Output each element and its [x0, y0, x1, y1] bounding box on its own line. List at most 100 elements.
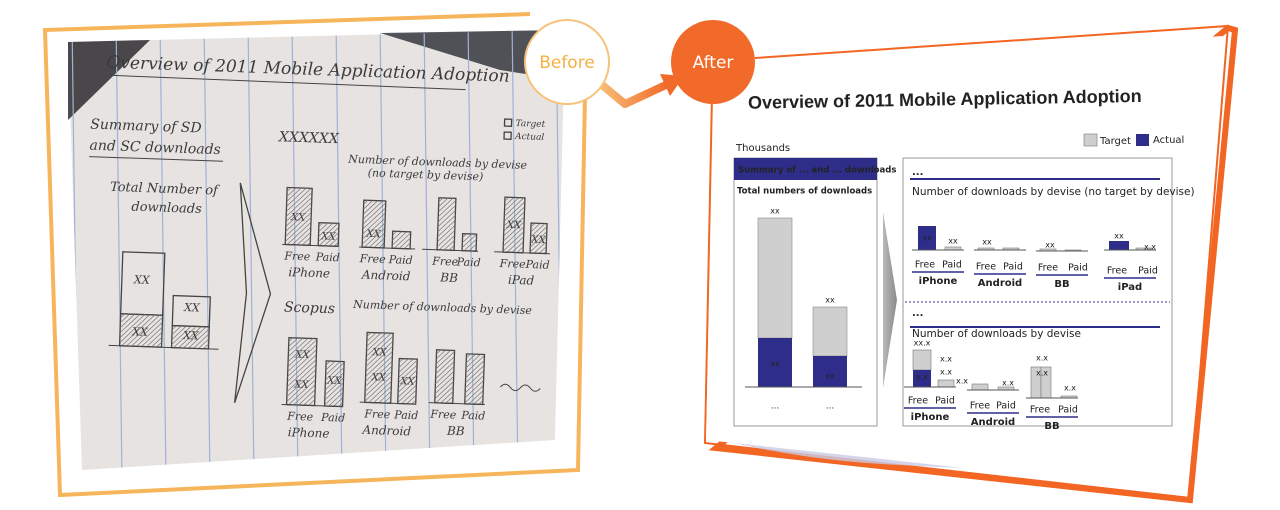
bar-label: x.x: [940, 368, 952, 377]
sketch-bar-label: XX: [294, 349, 310, 361]
sketch-hatch: [362, 217, 386, 240]
sketch-hatch: [448, 245, 455, 251]
sketch-hatch: [324, 387, 344, 406]
sketch-hatch: [398, 237, 411, 249]
sketch-hatch: [373, 386, 392, 403]
legend-swatch: [1136, 134, 1149, 146]
sketch-hatch: [325, 360, 331, 366]
sketch-device: BB: [446, 424, 465, 439]
sketch-hatch: [461, 233, 477, 248]
sketch-hatch: [288, 337, 299, 347]
sketch-hatch: [398, 358, 409, 368]
bar-label: x.x: [1144, 243, 1156, 252]
sketch-hatch: [530, 226, 548, 243]
sketch-hatch: [368, 381, 392, 403]
bar-label: xx: [922, 234, 932, 243]
target-bar: [812, 306, 848, 357]
sketch-hatch: [435, 350, 451, 365]
sketch-free: Free: [286, 410, 314, 424]
sketch-legend: Actual: [514, 132, 545, 143]
sketch-hatch: [325, 362, 345, 381]
sketch-hatch: [296, 232, 311, 246]
sketch-hatch: [362, 222, 386, 245]
sketch-hatch: [338, 402, 343, 407]
sketch-hatch: [136, 321, 163, 347]
bar-label: x.x: [1036, 369, 1048, 378]
paper-line: [291, 30, 299, 470]
photo-shadow: [68, 40, 150, 120]
sketch-device: iPhone: [288, 265, 330, 280]
sketch-hatch: [203, 343, 209, 349]
sketch-hatch: [286, 364, 317, 392]
sketch-hatch: [119, 314, 150, 344]
sketch-hatch: [288, 338, 309, 357]
sketch-baseline: [282, 243, 339, 247]
sketch-free: Free: [283, 249, 311, 263]
after-badge: [671, 20, 755, 104]
sketch-hatch: [298, 389, 316, 406]
sketch-hatch: [291, 227, 312, 245]
sketch-hatch: [533, 241, 547, 254]
sketch-hatch: [466, 353, 471, 359]
sketch-hatch: [436, 230, 456, 248]
sketch-hatch: [473, 395, 484, 405]
sketch-hatch: [478, 400, 484, 405]
sketch-subtitle: downloads: [131, 200, 202, 217]
bar-label: xx: [948, 237, 958, 246]
sketch-hatch: [465, 370, 485, 389]
before-label: Before: [539, 53, 595, 73]
sketch: Overview of 2011 Mobile Application Adop…: [89, 53, 551, 441]
sketch-hatch: [325, 361, 336, 371]
sketch-hatch: [285, 207, 312, 232]
connector-arrow: [593, 76, 670, 108]
sketch-photo: [68, 30, 565, 470]
sketch-hatch: [365, 361, 393, 387]
sketch-underline: [105, 74, 466, 91]
summary-header-bar: [734, 158, 877, 180]
bar-label: xx: [825, 372, 835, 381]
legend-swatch: [1083, 133, 1098, 147]
sketch-hatch: [503, 221, 525, 242]
sketch-hatch: [286, 187, 297, 197]
device-name: BB: [1044, 421, 1059, 432]
sketch-hatch: [193, 333, 210, 349]
section-header: ...: [912, 308, 923, 319]
sketch-hatch: [286, 374, 316, 402]
sketch-hatch: [538, 246, 547, 254]
sketch-hatch: [131, 316, 163, 347]
sketch-hatch: [365, 356, 393, 382]
device-bar: [913, 370, 931, 387]
bar-label: x.x: [916, 373, 928, 382]
sketch-free: Free: [431, 255, 459, 269]
sketch-hatch: [328, 392, 344, 407]
sketch-bar-label: XX: [370, 372, 386, 384]
paper-line: [467, 30, 475, 470]
free-label: Free: [915, 260, 935, 271]
sketch-baseline: [494, 251, 551, 255]
sketch-bar-label: XX: [399, 376, 415, 388]
device-bar: [937, 379, 955, 388]
paper-line: [247, 30, 255, 470]
sketch-hatch: [363, 200, 374, 210]
sketch-hatch: [437, 205, 456, 223]
sketch-hatch: [503, 216, 525, 237]
sketch-hatch: [437, 220, 456, 238]
sketch-hatch: [363, 227, 386, 248]
sketch-section-title: (no target by devise): [368, 166, 484, 183]
sketch-hatch: [434, 376, 454, 395]
sketch-hatch: [398, 369, 418, 388]
sketch-hatch: [288, 337, 294, 342]
sketch-paid: Paid: [320, 411, 345, 425]
sketch-hatch: [287, 339, 318, 367]
sketch-section-title: Number of downloads by devise: [352, 298, 533, 317]
sketch-hatch: [178, 326, 202, 349]
sketch-hatch: [303, 394, 316, 406]
sketch-hatch: [398, 364, 418, 383]
sketch-hatch: [366, 332, 377, 342]
sketch-hatch: [286, 222, 312, 245]
sketch-device: iPhone: [288, 425, 330, 440]
paid-label: Paid: [1138, 266, 1158, 277]
sketch-hatch: [119, 314, 135, 329]
sketch-paid: Paid: [524, 258, 549, 272]
unit-label: Thousands: [735, 143, 790, 154]
